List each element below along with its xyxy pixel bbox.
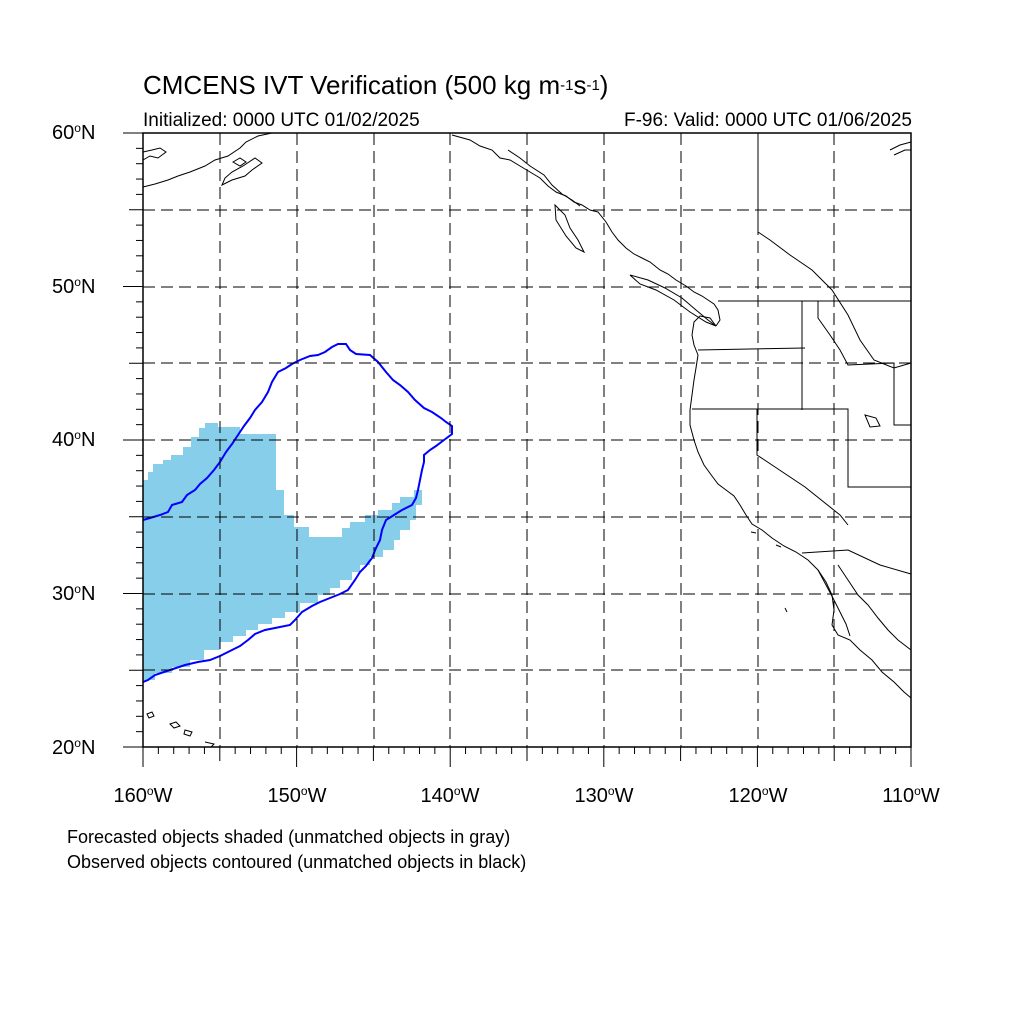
observed-object-contour: [143, 343, 453, 683]
valid-time-label: F-96: Valid: 0000 UTC 01/06/2025: [624, 110, 912, 131]
lon-label-150w: 150oW: [267, 784, 327, 807]
lat-label-20: 20oN: [52, 736, 96, 759]
lon-label-130w: 130oW: [574, 784, 634, 807]
init-time-label: Initialized: 0000 UTC 01/02/2025: [143, 110, 420, 131]
coastlines: [142, 132, 912, 748]
lat-label-50: 50oN: [52, 275, 96, 298]
axis-ticks: [123, 132, 912, 767]
forecast-note: Forecasted objects shaded (unmatched obj…: [67, 827, 511, 847]
forecast-object: [143, 423, 422, 680]
gridlines: [143, 133, 911, 747]
lat-label-30: 30oN: [52, 582, 96, 605]
lon-label-110w: 110oW: [882, 784, 940, 807]
lat-label-40: 40oN: [52, 428, 96, 451]
lat-label-60: 60oN: [52, 121, 96, 144]
lon-label-120w: 120oW: [728, 784, 788, 807]
lon-label-160w: 160oW: [113, 784, 173, 807]
observed-note: Observed objects contoured (unmatched ob…: [67, 852, 527, 872]
chart-title: CMCENS IVT Verification (500 kg m-1s-1): [143, 70, 609, 100]
lon-label-140w: 140oW: [420, 784, 480, 807]
